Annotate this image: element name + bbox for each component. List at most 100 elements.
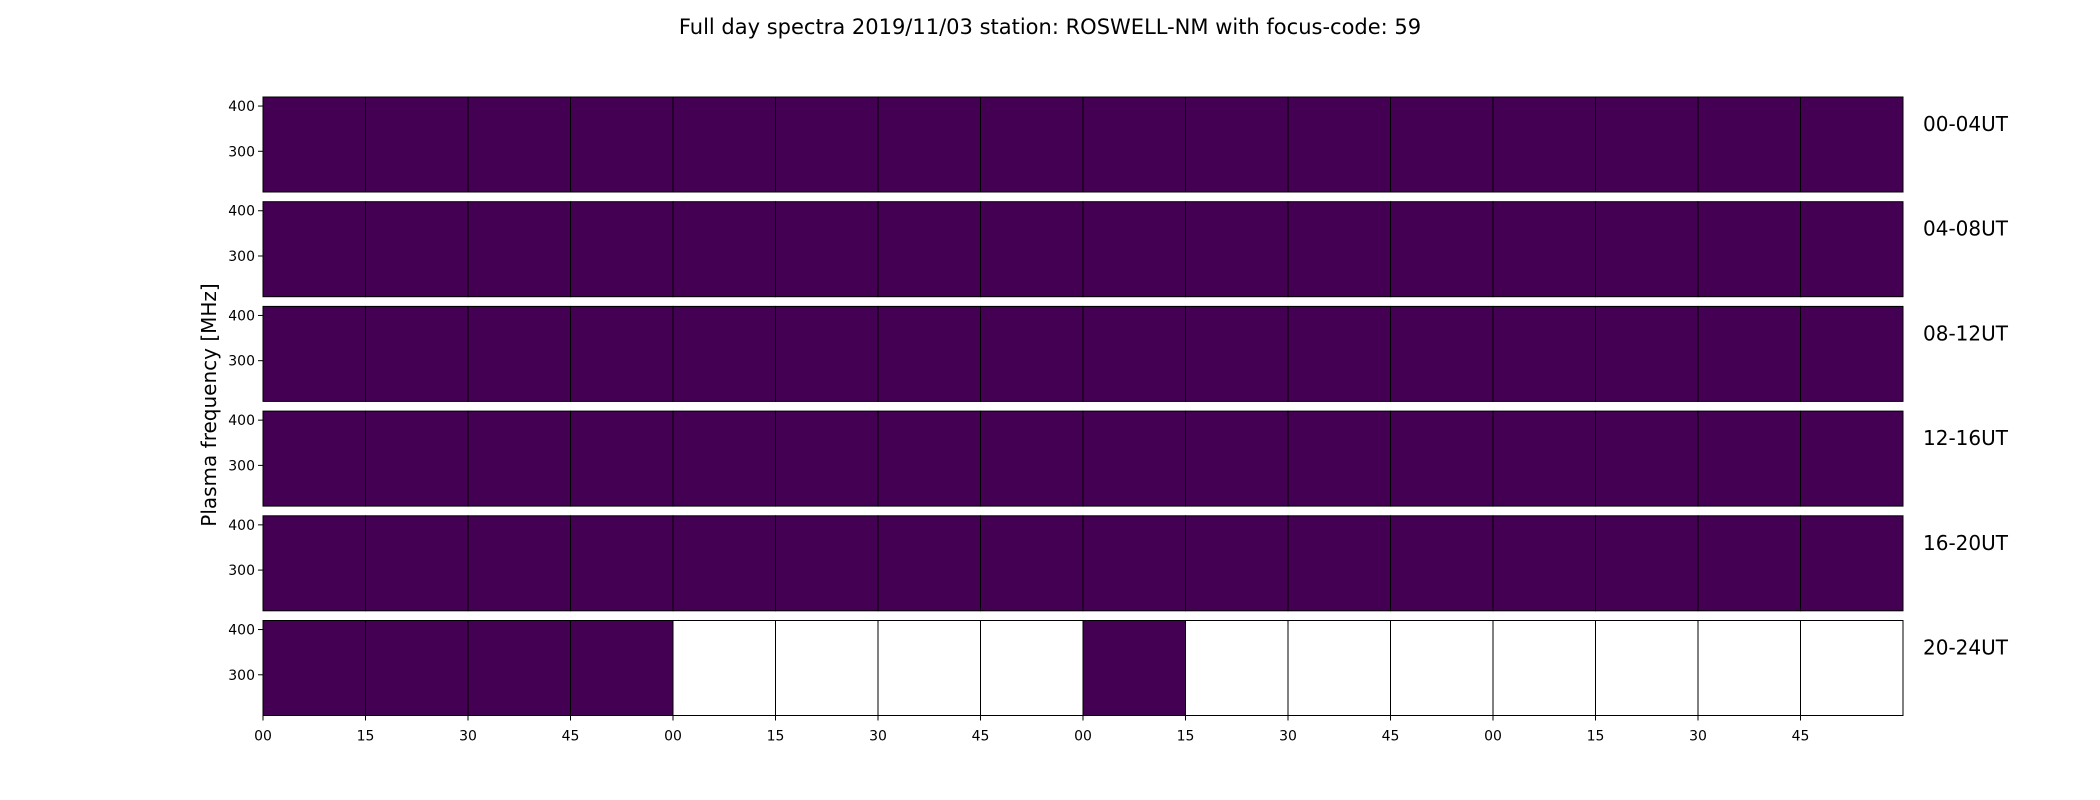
spectrum-panel [980, 96, 1084, 193]
spectrum-panel [1082, 305, 1186, 402]
spectrum-panel [672, 96, 776, 193]
spectrum-panel [877, 201, 981, 298]
spectrum-panel [467, 515, 571, 612]
spectrum-panel [262, 620, 366, 716]
x-tick-label: 15 [357, 729, 375, 745]
y-tick-label: 400 [228, 413, 255, 429]
spectrum-panel [1697, 305, 1801, 402]
spectrum-panel [1800, 96, 1904, 193]
empty-panel [1390, 620, 1494, 716]
spectrum-panel [980, 515, 1084, 612]
spectrum-panel [1697, 96, 1801, 193]
y-tick-label: 400 [228, 518, 255, 534]
spectrum-panel [570, 515, 674, 612]
spectrum-panel [1595, 305, 1699, 402]
x-tick-label: 15 [1177, 729, 1195, 745]
spectrum-panel [262, 96, 366, 193]
spectrum-panel [1390, 515, 1494, 612]
spectrum-panel [262, 201, 366, 298]
empty-panel [1185, 620, 1289, 716]
spectrum-panel [1082, 515, 1186, 612]
spectrum-panel [365, 201, 469, 298]
spectrum-panel [1390, 201, 1494, 298]
spectrum-panel [1595, 410, 1699, 507]
spectrum-panel [1185, 515, 1289, 612]
spectrum-panel [467, 201, 571, 298]
empty-panel [1492, 620, 1596, 716]
y-tick-label: 300 [228, 458, 255, 474]
spectrum-panel [365, 620, 469, 716]
spectrum-panel [1287, 96, 1391, 193]
empty-panel [1800, 620, 1904, 716]
spectrum-panel [467, 410, 571, 507]
spectra-row: 300 400 08-12UT [228, 305, 2009, 402]
spectrum-panel [1287, 515, 1391, 612]
spectrum-panel [570, 201, 674, 298]
spectrum-panel [1390, 96, 1494, 193]
spectrum-panel [365, 305, 469, 402]
spectrum-panel [1185, 305, 1289, 402]
row-time-label: 00-04UT [1923, 112, 2009, 136]
x-tick-label: 45 [562, 729, 580, 745]
spectrum-panel [980, 410, 1084, 507]
spectrum-panel [672, 201, 776, 298]
y-tick-label: 300 [228, 563, 255, 579]
spectrum-panel [467, 620, 571, 716]
y-axis-label: Plasma frequency [MHz] [197, 283, 221, 526]
spectrum-panel [467, 96, 571, 193]
spectrum-panel [570, 305, 674, 402]
spectrum-panel [1185, 96, 1289, 193]
spectrum-panel [1800, 201, 1904, 298]
spectra-rows: 30040000-04UT30040004-08UT30040008-12UT3… [228, 96, 2009, 716]
spectrum-panel [1595, 96, 1699, 193]
empty-panel [1697, 620, 1801, 716]
spectrum-panel [570, 96, 674, 193]
spectrum-panel [365, 410, 469, 507]
spectrum-panel [1082, 410, 1186, 507]
spectrum-panel [467, 305, 571, 402]
x-tick-label: 30 [459, 729, 477, 745]
empty-panel [980, 620, 1084, 716]
chart-title: Full day spectra 2019/11/03 station: ROS… [679, 15, 1421, 39]
spectrum-panel [1492, 515, 1596, 612]
spectrum-panel [1082, 201, 1186, 298]
x-tick-label: 00 [1484, 729, 1502, 745]
spectrum-panel [1287, 201, 1391, 298]
x-tick-label: 15 [1587, 729, 1605, 745]
spectrum-panel [877, 515, 981, 612]
x-tick-label: 30 [1689, 729, 1707, 745]
spectra-row: 300 400 16-20UT [228, 515, 2009, 612]
spectrum-panel [672, 515, 776, 612]
x-tick-label: 00 [254, 729, 272, 745]
spectrum-panel [1492, 201, 1596, 298]
spectra-row: 300 400 04-08UT [228, 201, 2009, 298]
y-tick-label: 300 [228, 354, 255, 370]
spectrum-panel [1390, 305, 1494, 402]
spectrum-panel [775, 515, 879, 612]
x-tick-label: 00 [664, 729, 682, 745]
row-time-label: 20-24UT [1923, 636, 2009, 660]
x-tick-label: 00 [1074, 729, 1092, 745]
row-time-label: 16-20UT [1923, 531, 2009, 555]
spectrum-panel [672, 410, 776, 507]
spectrum-panel [1082, 620, 1186, 716]
spectra-row: 300 400 20-24UT [228, 620, 2009, 716]
row-time-label: 04-08UT [1923, 217, 2009, 241]
y-tick-label: 300 [228, 144, 255, 160]
y-tick-label: 300 [228, 668, 255, 684]
spectrum-panel [1595, 201, 1699, 298]
row-time-label: 12-16UT [1923, 426, 2009, 450]
spectra-row: 300 400 00-04UT [228, 96, 2009, 193]
empty-panel [672, 620, 776, 716]
spectrum-panel [877, 305, 981, 402]
spectrum-panel [877, 96, 981, 193]
spectrum-panel [980, 201, 1084, 298]
y-tick-label: 400 [228, 99, 255, 115]
spectrum-panel [262, 305, 366, 402]
empty-panel [877, 620, 981, 716]
spectrum-panel [1287, 305, 1391, 402]
y-tick-label: 400 [228, 623, 255, 639]
spectrum-panel [262, 410, 366, 507]
spectrum-panel [1492, 96, 1596, 193]
x-tick-label: 45 [1792, 729, 1810, 745]
